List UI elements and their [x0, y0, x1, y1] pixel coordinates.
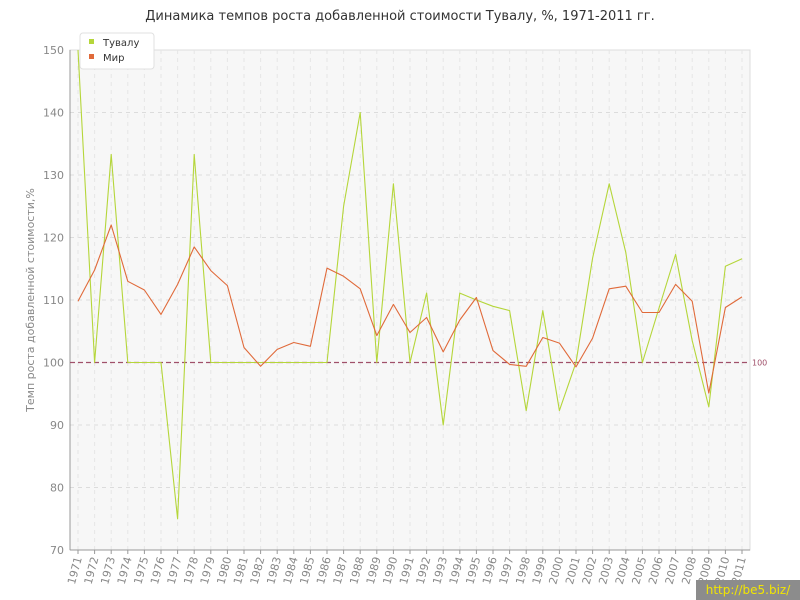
- legend-box: [79, 32, 155, 70]
- axes: 7080901001101201301401501971197219731974…: [43, 44, 750, 586]
- y-tick-label: 100: [43, 357, 64, 370]
- y-axis-label: Темп роста добавленной стоимости,%: [24, 188, 37, 413]
- grid-lines: [70, 49, 750, 551]
- y-tick-label: 130: [43, 169, 64, 182]
- watermark-link[interactable]: http://be5.biz/: [696, 580, 800, 600]
- chart-title: Динамика темпов роста добавленной стоимо…: [145, 9, 655, 24]
- y-tick-label: 90: [50, 419, 64, 432]
- reference-line-label: 100: [752, 359, 767, 368]
- y-tick-label: 140: [43, 107, 64, 120]
- legend: Тувалу Мир: [79, 32, 155, 70]
- y-tick-label: 120: [43, 232, 64, 245]
- legend-swatch: [89, 39, 94, 44]
- legend-swatch: [89, 54, 94, 59]
- series-line-0: [77, 49, 743, 520]
- y-tick-label: 80: [50, 482, 64, 495]
- y-tick-label: 70: [50, 544, 64, 557]
- y-tick-label: 150: [43, 44, 64, 57]
- y-tick-label: 110: [43, 294, 64, 307]
- legend-label: Мир: [103, 53, 124, 64]
- series-lines: [77, 49, 743, 520]
- legend-label: Тувалу: [102, 38, 139, 49]
- series-line-1: [77, 224, 743, 394]
